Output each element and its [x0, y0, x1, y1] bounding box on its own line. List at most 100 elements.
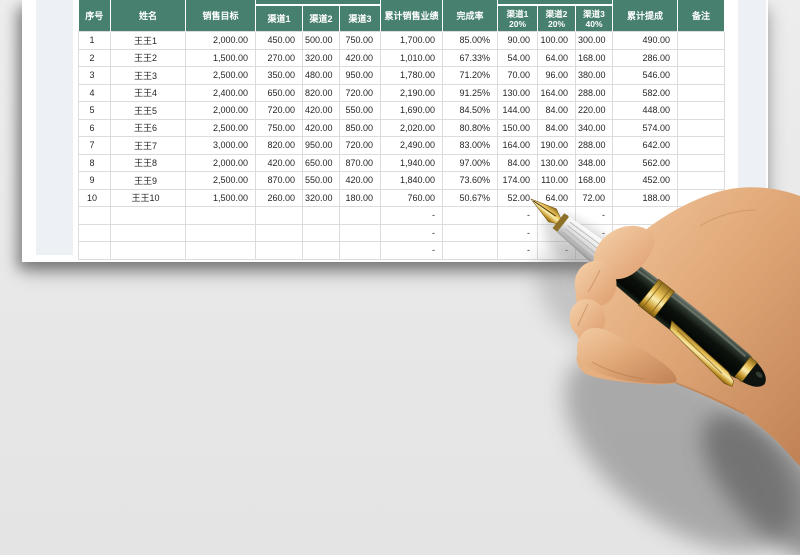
table-cell: 王王6 [110, 118, 186, 137]
table-cell: 4 [78, 83, 111, 102]
table-cell: 王王2 [110, 48, 186, 67]
header-line: 渠道1 [506, 8, 529, 19]
table-cell: 2,000.00 [185, 101, 256, 120]
header-xingming: 姓名 [110, 0, 186, 32]
table-cell: 550.00 [338, 101, 382, 120]
table-cell: 168.00 [575, 48, 614, 67]
thumb-crease [591, 361, 645, 380]
table-cell: 270.00 [255, 48, 303, 67]
channel-group-header [255, 0, 382, 6]
center-gold-band [637, 278, 675, 318]
table-cell: 420.00 [302, 101, 340, 120]
table-cell: 2,020.00 [380, 118, 444, 137]
table-cell: 750.00 [255, 118, 303, 137]
table-cell: 71.20% [442, 66, 499, 85]
nib-collar [552, 213, 570, 232]
table-cell: 286.00 [612, 48, 679, 67]
table-cell: 王王1 [110, 31, 186, 50]
table-cell [442, 206, 499, 225]
table-cell: 5 [78, 101, 111, 120]
table-cell [78, 223, 111, 242]
table-cell: 9 [78, 171, 111, 190]
table-cell [185, 206, 256, 225]
table-cell: 64.00 [537, 48, 577, 67]
table-row: 3 王王3 2,500.00 350.00 480.00 950.00 1,780.00 71… [78, 66, 726, 85]
table-cell: 300.00 [575, 31, 614, 50]
table-cell: 490.00 [612, 31, 679, 50]
table-cell [677, 118, 726, 137]
table-cell: 85.00% [442, 31, 499, 50]
header-qudao3: 渠道3 [339, 5, 382, 32]
table-cell: 870.00 [338, 153, 382, 172]
finger-crease [587, 269, 601, 293]
table-cell: - [575, 206, 614, 225]
table-cell [442, 223, 499, 242]
table-cell: 54.00 [497, 48, 539, 67]
table-cell: 642.00 [612, 136, 679, 155]
end-cap-dome [742, 362, 766, 387]
table-cell: - [380, 206, 444, 225]
table-cell: 760.00 [380, 188, 444, 207]
middle-fingertip [574, 260, 617, 307]
table-cell: 720.00 [338, 83, 382, 102]
pen-barrel [603, 252, 755, 380]
table-cell: 96.00 [537, 66, 577, 85]
table-cell: 67.33% [442, 48, 499, 67]
table-cell [677, 136, 726, 155]
header-qudao2: 渠道2 [302, 5, 340, 32]
header-qudao2-commission: 渠道2 20% [537, 5, 577, 32]
table-cell: - [497, 223, 539, 242]
table-cell: 72.00 [575, 188, 614, 207]
end-gold-ring [734, 356, 758, 383]
table-cell: 1,690.00 [380, 101, 444, 120]
table-row: 4 王王4 2,400.00 650.00 820.00 720.00 2,190.00 91… [78, 83, 726, 102]
table-cell: 2,500.00 [185, 66, 256, 85]
table-cell: 870.00 [255, 171, 303, 190]
table-cell: 1,500.00 [185, 188, 256, 207]
table-row: 7 王王7 3,000.00 820.00 950.00 720.00 2,490.00 83… [78, 136, 726, 155]
table-cell: 王王3 [110, 66, 186, 85]
band-line [642, 282, 663, 309]
table-cell [677, 153, 726, 172]
table-cell [185, 241, 256, 260]
table-cell: 180.00 [338, 188, 382, 207]
table-cell: 100.00 [537, 31, 577, 50]
header-leiji-yeji: 累计销售业绩 [380, 0, 444, 32]
header-wanchenglv: 完成率 [442, 0, 499, 32]
table-cell: 1 [78, 31, 111, 50]
table-cell: 2,400.00 [185, 83, 256, 102]
table-cell: 王王8 [110, 153, 186, 172]
table-cell: 288.00 [575, 136, 614, 155]
table-cell: 84.00 [497, 153, 539, 172]
table-cell [255, 206, 303, 225]
table-cell: 188.00 [612, 188, 679, 207]
table-cell: 448.00 [612, 101, 679, 120]
table-cell: 1,500.00 [185, 48, 256, 67]
table-cell: 340.00 [575, 118, 614, 137]
finger-crease [577, 303, 589, 327]
table-cell: 73.60% [442, 171, 499, 190]
table-cell: 10 [78, 188, 111, 207]
table-cell: 8 [78, 153, 111, 172]
table-cell [255, 241, 303, 260]
table-cell: 1,780.00 [380, 66, 444, 85]
table-cell: 720.00 [255, 101, 303, 120]
header-line: 20% [509, 18, 527, 29]
table-cell: 王王4 [110, 83, 186, 102]
header-line: 40% [585, 18, 603, 29]
table-cell: 420.00 [255, 153, 303, 172]
header-qudao3-commission: 渠道3 40% [575, 5, 614, 32]
table-cell [677, 31, 726, 50]
table-cell: - [380, 241, 444, 260]
fingers-over-pen [569, 225, 677, 384]
header-line: 渠道2 [545, 8, 568, 19]
dome-highlight [755, 371, 763, 378]
table-cell: 420.00 [338, 171, 382, 190]
table-cell: 2 [78, 48, 111, 67]
table-row: 6 王王6 2,500.00 750.00 420.00 850.00 2,020.00 80… [78, 118, 726, 137]
table-body: 1 王王1 2,000.00 450.00 500.00 750.00 1,700.00 85… [78, 31, 726, 260]
header-qudao1: 渠道1 [255, 5, 303, 32]
table-cell [78, 206, 111, 225]
table-cell: 164.00 [497, 136, 539, 155]
palm-edge-crease [675, 382, 745, 415]
